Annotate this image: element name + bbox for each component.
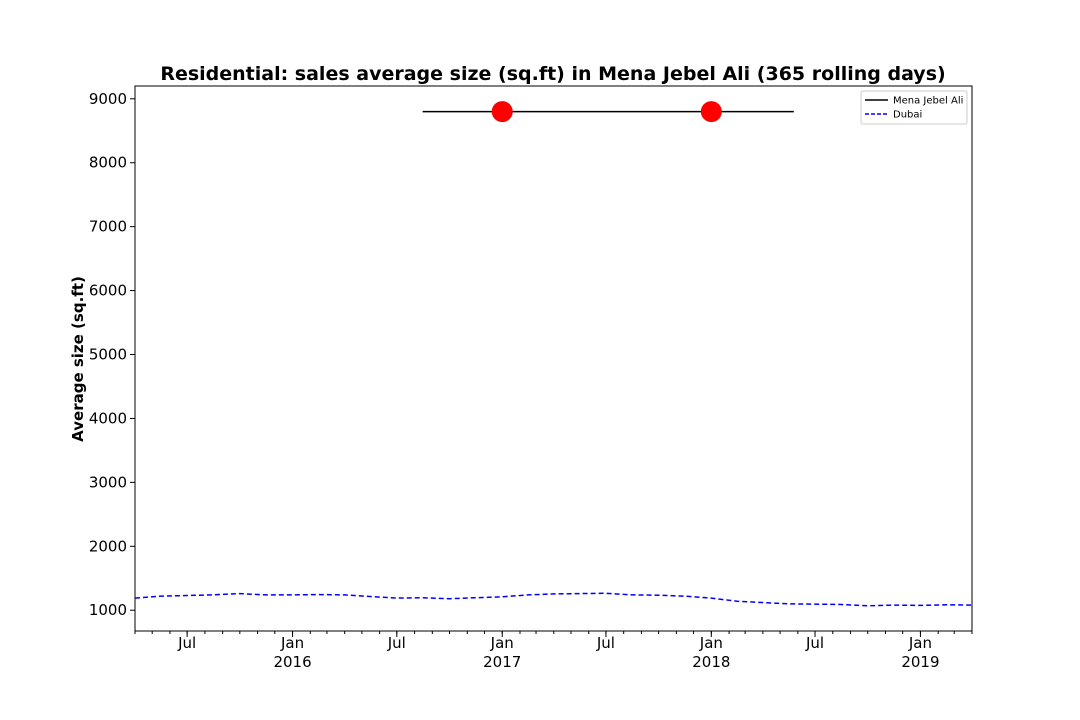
y-tick-label: 6000 bbox=[89, 282, 127, 300]
y-tick-label: 8000 bbox=[89, 154, 127, 172]
series-marker bbox=[700, 101, 722, 123]
series-line-dubai bbox=[134, 592, 973, 607]
legend: Mena Jebel Ali Dubai bbox=[860, 90, 968, 125]
plot-area: 1000 2000 3000 4000 5000 6000 7000 8000 9000 Jul J… bbox=[89, 85, 973, 671]
x-tick-label: 2016 bbox=[273, 653, 311, 671]
y-tick-label: 3000 bbox=[89, 473, 127, 491]
x-tick-label: 2017 bbox=[483, 653, 521, 671]
y-tick-label: 1000 bbox=[89, 601, 127, 619]
x-tick-label: Jan bbox=[490, 634, 514, 652]
y-tick-label: 4000 bbox=[89, 409, 127, 427]
x-tick-label: Jul bbox=[596, 634, 615, 652]
x-tick-label: Jan bbox=[908, 634, 932, 652]
x-tick-label: 2019 bbox=[901, 653, 939, 671]
x-tick-label: Jul bbox=[177, 634, 196, 652]
x-tick-label: Jan bbox=[699, 634, 723, 652]
y-tick-label: 2000 bbox=[89, 537, 127, 555]
x-tick-label: Jul bbox=[805, 634, 824, 652]
x-tick-label: Jul bbox=[387, 634, 406, 652]
legend-label-mena-jebel-ali: Mena Jebel Ali bbox=[893, 96, 963, 107]
legend-label-dubai: Dubai bbox=[893, 110, 922, 121]
axes-frame bbox=[134, 85, 973, 632]
y-tick-label: 9000 bbox=[89, 90, 127, 108]
series-marker bbox=[491, 101, 513, 123]
x-tick-label: Jan bbox=[280, 634, 304, 652]
chart-title: Residential: sales average size (sq.ft) … bbox=[160, 63, 945, 85]
y-axis-label: Average size (sq.ft) bbox=[69, 276, 87, 442]
x-tick-label: 2018 bbox=[692, 653, 730, 671]
y-tick-label: 5000 bbox=[89, 346, 127, 364]
y-tick-label: 7000 bbox=[89, 218, 127, 236]
